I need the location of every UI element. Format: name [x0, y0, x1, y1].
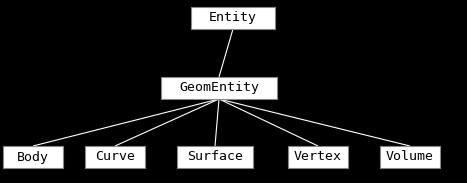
- FancyBboxPatch shape: [161, 77, 277, 99]
- Text: GeomEntity: GeomEntity: [179, 81, 259, 94]
- Text: Vertex: Vertex: [294, 150, 342, 163]
- FancyBboxPatch shape: [177, 146, 253, 168]
- Text: Entity: Entity: [209, 12, 257, 25]
- FancyBboxPatch shape: [288, 146, 348, 168]
- Text: Surface: Surface: [187, 150, 243, 163]
- Text: Curve: Curve: [95, 150, 135, 163]
- FancyBboxPatch shape: [380, 146, 440, 168]
- FancyBboxPatch shape: [3, 146, 63, 168]
- FancyBboxPatch shape: [85, 146, 145, 168]
- Text: Body: Body: [17, 150, 49, 163]
- Text: Volume: Volume: [386, 150, 434, 163]
- FancyBboxPatch shape: [191, 7, 275, 29]
